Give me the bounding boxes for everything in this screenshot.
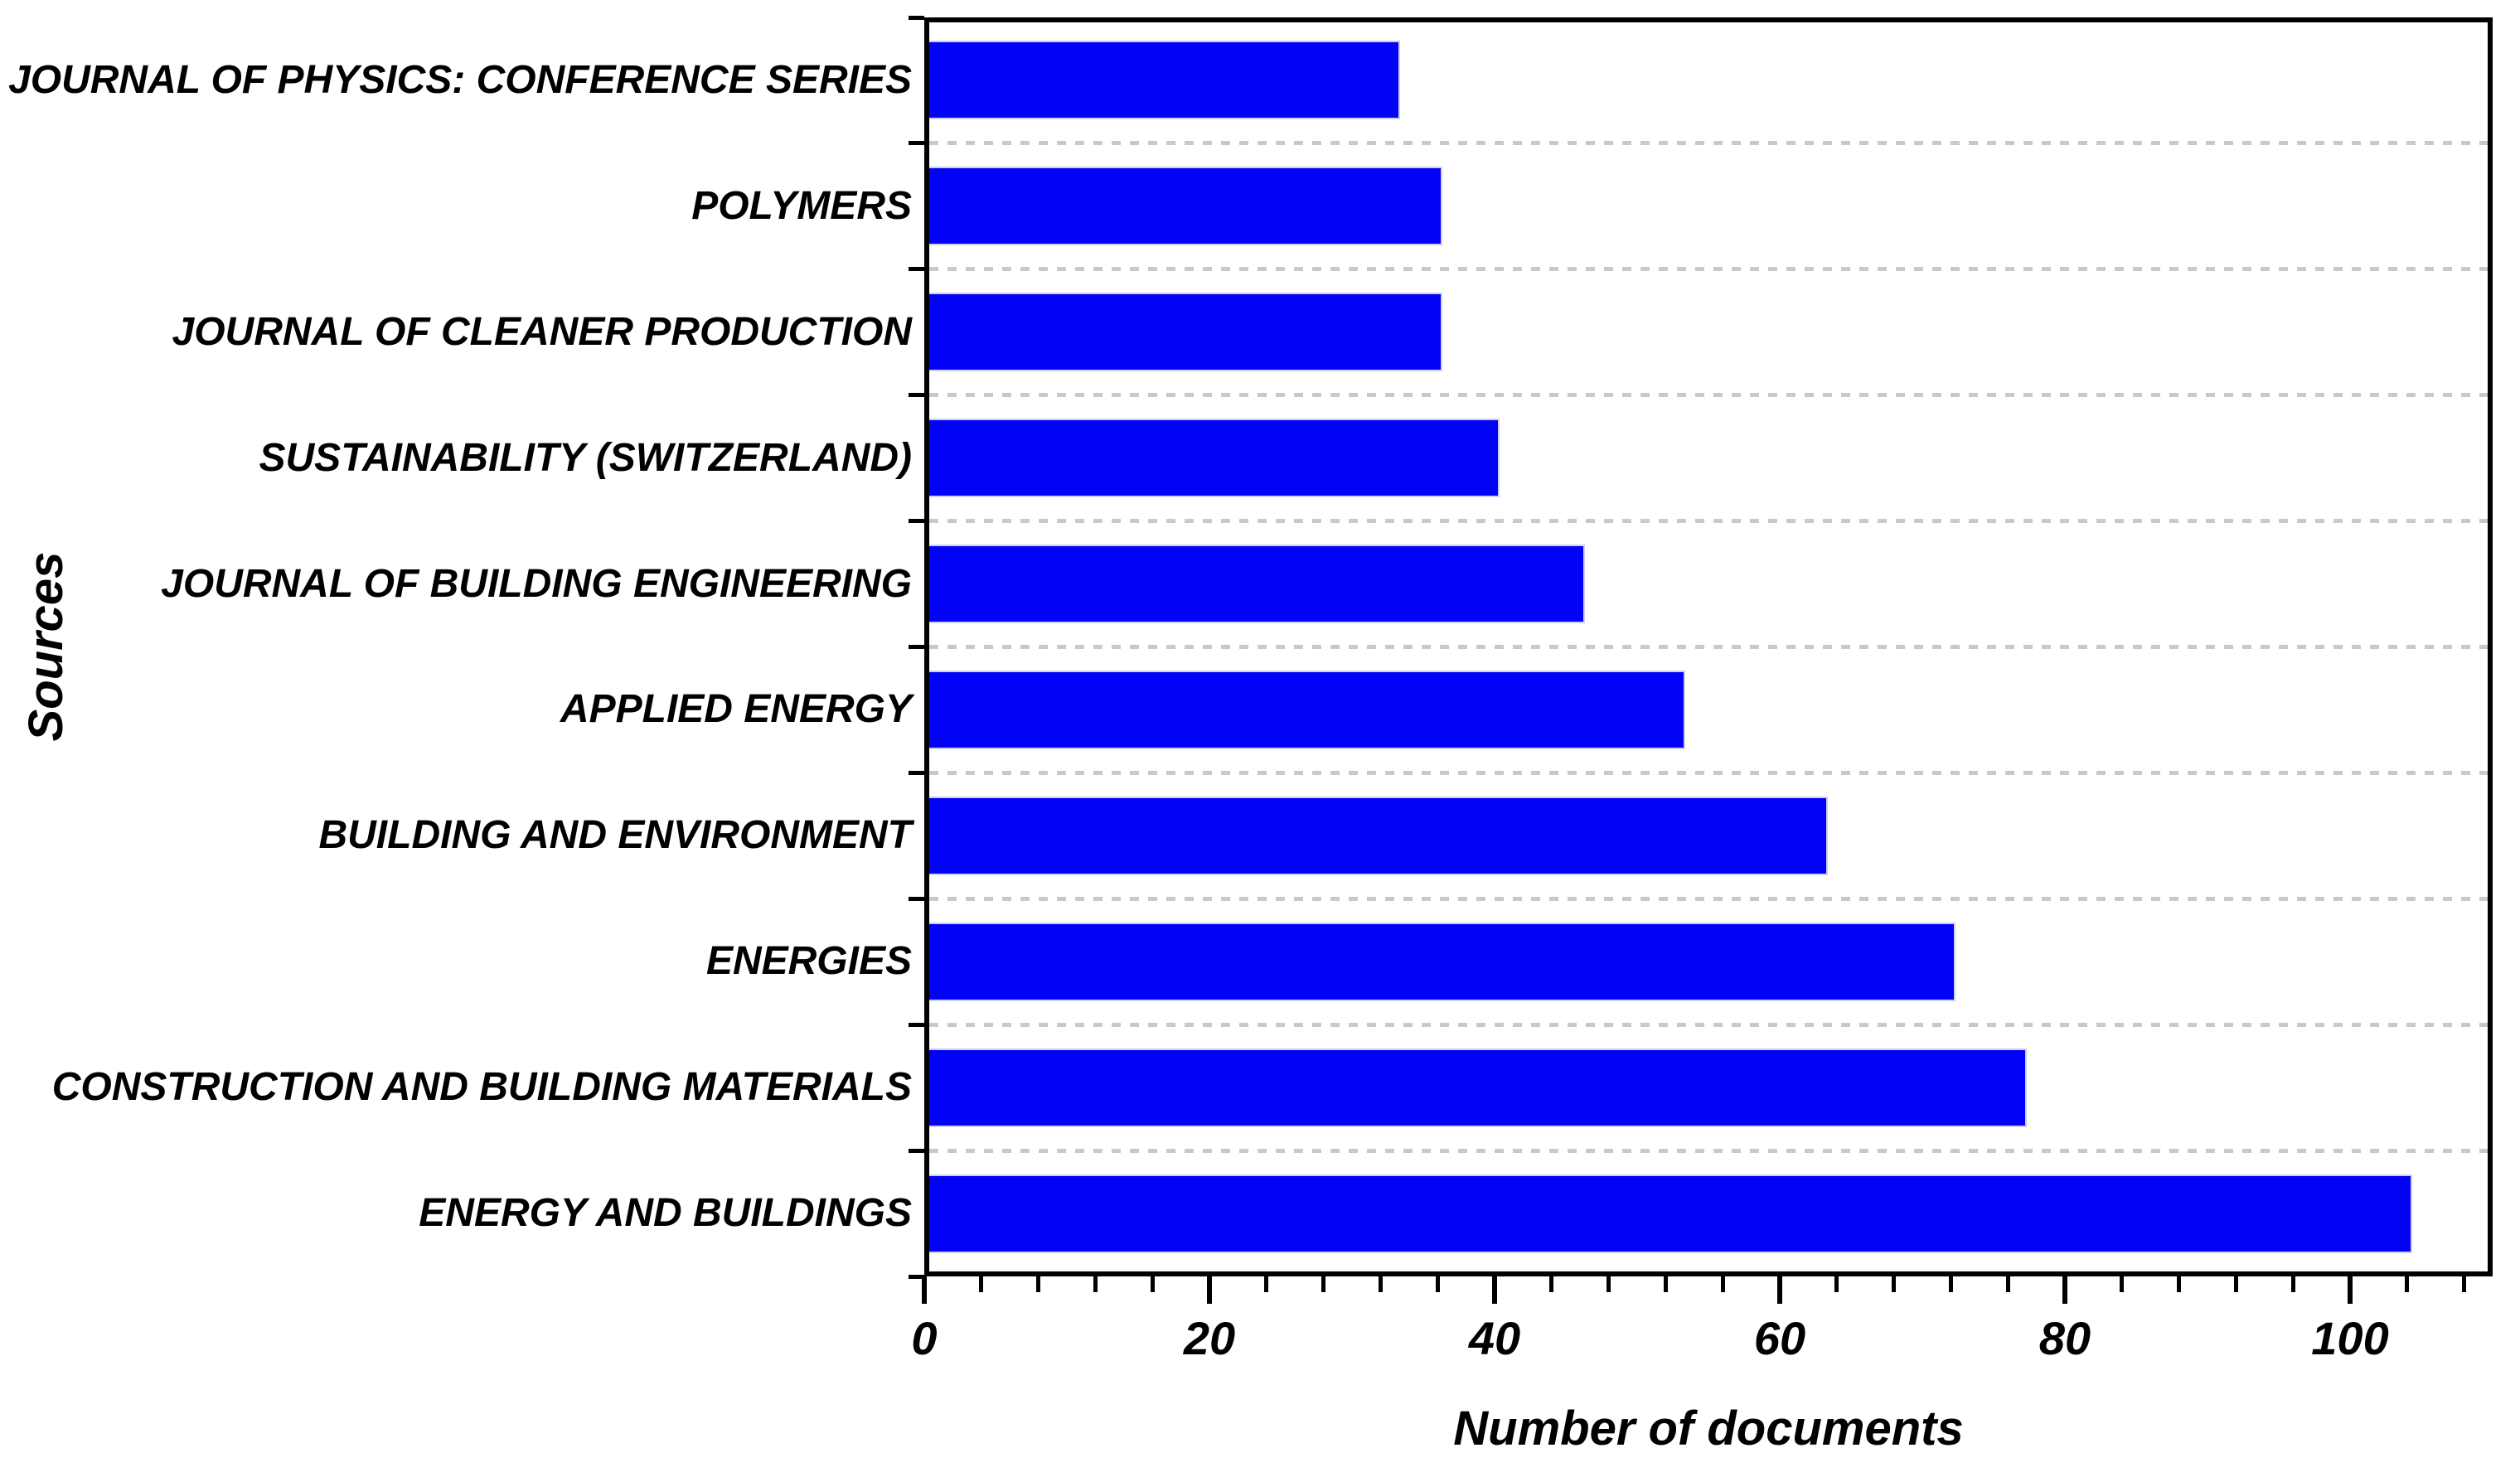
gridline bbox=[929, 1148, 2488, 1153]
x-tick-label: 0 bbox=[911, 1312, 938, 1364]
bar bbox=[929, 41, 1400, 120]
gridline bbox=[929, 770, 2488, 775]
x-tick-label: 40 bbox=[1468, 1312, 1521, 1364]
category-label: ENERGIES bbox=[705, 939, 912, 984]
category-label: ENERGY AND BUILDINGS bbox=[419, 1191, 912, 1236]
x-axis-minor-tick bbox=[2405, 1276, 2410, 1292]
x-axis-minor-tick bbox=[1720, 1276, 1725, 1292]
plot-area bbox=[924, 17, 2493, 1276]
y-axis-tick bbox=[909, 896, 924, 901]
x-tick-label: 80 bbox=[2038, 1312, 2091, 1364]
gridline bbox=[929, 141, 2488, 146]
bar bbox=[929, 670, 1685, 749]
y-axis-tick bbox=[909, 141, 924, 146]
x-axis-minor-tick bbox=[1264, 1276, 1269, 1292]
x-axis-minor-tick bbox=[1834, 1276, 1839, 1292]
gridline bbox=[929, 896, 2488, 901]
x-axis-minor-tick bbox=[1549, 1276, 1554, 1292]
x-tick-label: 100 bbox=[2311, 1312, 2389, 1364]
gridline bbox=[929, 645, 2488, 649]
bar bbox=[929, 1048, 2028, 1127]
category-label: APPLIED ENERGY bbox=[560, 687, 912, 732]
gridline bbox=[929, 1022, 2488, 1027]
bar bbox=[929, 167, 1443, 246]
category-label: SUSTAINABILITY (SWITZERLAND) bbox=[259, 435, 913, 480]
x-tick-label: 60 bbox=[1753, 1312, 1806, 1364]
x-axis-major-tick bbox=[1777, 1276, 1782, 1304]
x-axis-minor-tick bbox=[1435, 1276, 1440, 1292]
category-label: CONSTRUCTION AND BUILDING MATERIALS bbox=[51, 1065, 912, 1110]
bar bbox=[929, 293, 1443, 372]
x-axis-major-tick bbox=[2062, 1276, 2067, 1304]
gridline bbox=[929, 519, 2488, 524]
category-label: JOURNAL OF CLEANER PRODUCTION bbox=[172, 309, 912, 354]
x-axis-major-tick bbox=[2348, 1276, 2353, 1304]
x-axis-minor-tick bbox=[1606, 1276, 1611, 1292]
x-axis-minor-tick bbox=[1093, 1276, 1098, 1292]
bar bbox=[929, 1174, 2412, 1253]
y-axis-tick bbox=[909, 1274, 924, 1279]
category-label: JOURNAL OF PHYSICS: CONFERENCE SERIES bbox=[8, 57, 912, 102]
x-axis-minor-tick bbox=[2290, 1276, 2295, 1292]
x-axis-title: Number of documents bbox=[1453, 1402, 1964, 1455]
x-axis-major-tick bbox=[1492, 1276, 1497, 1304]
x-axis-minor-tick bbox=[1948, 1276, 1953, 1292]
x-axis-major-tick bbox=[922, 1276, 927, 1304]
x-tick-label: 20 bbox=[1183, 1312, 1236, 1364]
y-axis-tick bbox=[909, 519, 924, 524]
y-axis-tick bbox=[909, 393, 924, 398]
x-axis-minor-tick bbox=[2005, 1276, 2010, 1292]
y-axis-tick bbox=[909, 1148, 924, 1153]
x-axis-minor-tick bbox=[2233, 1276, 2238, 1292]
x-axis-minor-tick bbox=[1378, 1276, 1383, 1292]
x-axis-minor-tick bbox=[1892, 1276, 1897, 1292]
category-label: BUILDING AND ENVIRONMENT bbox=[318, 813, 912, 858]
y-axis-tick bbox=[909, 15, 924, 20]
bar bbox=[929, 419, 1500, 498]
category-label: JOURNAL OF BUILDING ENGINEERING bbox=[161, 561, 912, 606]
y-axis-tick bbox=[909, 267, 924, 272]
bar bbox=[929, 796, 1828, 875]
y-axis-tick bbox=[909, 645, 924, 649]
x-axis-major-tick bbox=[1207, 1276, 1212, 1304]
gridline bbox=[929, 267, 2488, 272]
y-axis-tick bbox=[909, 1022, 924, 1027]
x-axis-minor-tick bbox=[2120, 1276, 2125, 1292]
x-axis-minor-tick bbox=[2462, 1276, 2467, 1292]
bar bbox=[929, 922, 1956, 1001]
x-axis-minor-tick bbox=[1321, 1276, 1326, 1292]
x-axis-minor-tick bbox=[979, 1276, 984, 1292]
x-axis-minor-tick bbox=[1150, 1276, 1155, 1292]
y-axis-tick bbox=[909, 770, 924, 775]
x-axis-minor-tick bbox=[1663, 1276, 1668, 1292]
x-axis-minor-tick bbox=[1036, 1276, 1041, 1292]
bar bbox=[929, 545, 1586, 624]
gridline bbox=[929, 393, 2488, 398]
category-label: POLYMERS bbox=[691, 183, 912, 228]
x-axis-minor-tick bbox=[2177, 1276, 2182, 1292]
